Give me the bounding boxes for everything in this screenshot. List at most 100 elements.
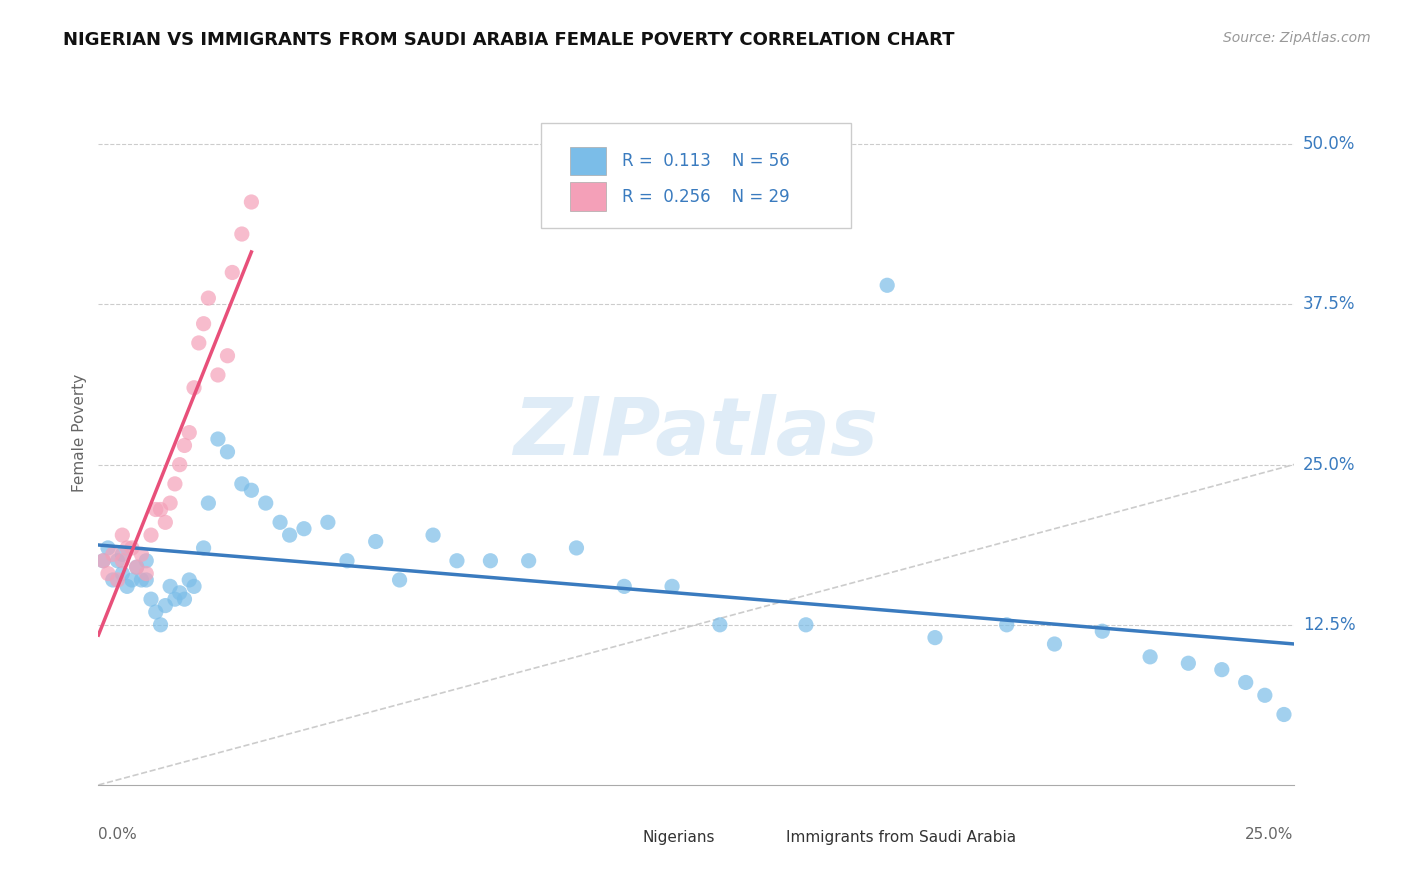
Point [183, 381, 205, 395]
Point [278, 528, 301, 542]
Point [149, 502, 172, 516]
Point [159, 496, 181, 510]
Point [121, 573, 143, 587]
Point [517, 554, 540, 568]
Point [479, 554, 502, 568]
Text: 25.0%: 25.0% [1303, 456, 1355, 474]
Point [179, 425, 201, 440]
Point [231, 227, 253, 241]
Text: R =  0.256    N = 29: R = 0.256 N = 29 [621, 187, 790, 205]
Text: 37.5%: 37.5% [1303, 295, 1355, 313]
Point [115, 579, 138, 593]
Point [179, 573, 201, 587]
Point [240, 483, 263, 498]
Text: 12.5%: 12.5% [1303, 615, 1355, 634]
Point [197, 291, 219, 305]
Point [876, 278, 898, 293]
Point [149, 617, 172, 632]
Y-axis label: Female Poverty: Female Poverty [72, 374, 87, 491]
Point [163, 592, 186, 607]
FancyBboxPatch shape [571, 183, 606, 211]
FancyBboxPatch shape [541, 122, 852, 228]
Point [107, 554, 129, 568]
Point [661, 579, 683, 593]
Point [1254, 688, 1277, 702]
Point [169, 586, 191, 600]
Text: Immigrants from Saudi Arabia: Immigrants from Saudi Arabia [786, 830, 1015, 846]
Point [183, 579, 205, 593]
Point [131, 573, 153, 587]
Point [111, 554, 134, 568]
Point [111, 528, 134, 542]
Point [111, 547, 134, 561]
Text: Source: ZipAtlas.com: Source: ZipAtlas.com [1223, 31, 1371, 45]
Point [101, 547, 124, 561]
Text: 0.0%: 0.0% [98, 827, 138, 842]
Point [794, 617, 817, 632]
Point [91, 554, 114, 568]
Point [135, 573, 157, 587]
Point [125, 560, 148, 574]
Point [169, 458, 191, 472]
Point [364, 534, 387, 549]
Point [207, 432, 229, 446]
Point [207, 368, 229, 382]
Point [1211, 663, 1233, 677]
Point [97, 566, 120, 581]
Point [193, 541, 215, 555]
Point [155, 599, 177, 613]
Text: 25.0%: 25.0% [1246, 827, 1294, 842]
Point [1139, 649, 1161, 664]
Point [316, 516, 339, 530]
Point [388, 573, 411, 587]
Point [115, 541, 138, 555]
Point [173, 592, 195, 607]
Point [111, 566, 134, 581]
Point [145, 605, 167, 619]
Point [139, 592, 162, 607]
Point [221, 265, 243, 279]
Point [155, 516, 177, 530]
Point [121, 541, 143, 555]
Point [135, 554, 157, 568]
Text: 50.0%: 50.0% [1303, 136, 1355, 153]
Point [135, 566, 157, 581]
Point [101, 573, 124, 587]
Point [91, 554, 114, 568]
Point [1091, 624, 1114, 639]
Text: ZIPatlas: ZIPatlas [513, 393, 879, 472]
Point [145, 502, 167, 516]
Point [336, 554, 359, 568]
Point [163, 476, 186, 491]
Point [269, 516, 291, 530]
Text: R =  0.113    N = 56: R = 0.113 N = 56 [621, 153, 790, 170]
Point [995, 617, 1018, 632]
Point [422, 528, 444, 542]
Point [1234, 675, 1257, 690]
Point [193, 317, 215, 331]
Point [613, 579, 636, 593]
Point [446, 554, 468, 568]
Point [217, 349, 239, 363]
Point [292, 522, 315, 536]
Point [125, 560, 148, 574]
Point [1272, 707, 1295, 722]
Point [139, 528, 162, 542]
Point [97, 541, 120, 555]
Point [565, 541, 588, 555]
FancyBboxPatch shape [571, 147, 606, 176]
Point [924, 631, 946, 645]
Point [709, 617, 731, 632]
Point [187, 335, 209, 350]
Point [173, 438, 195, 452]
Point [254, 496, 277, 510]
FancyBboxPatch shape [749, 827, 780, 848]
FancyBboxPatch shape [606, 827, 637, 848]
Point [131, 547, 153, 561]
Point [231, 476, 253, 491]
Point [107, 573, 129, 587]
Point [240, 194, 263, 209]
Text: Nigerians: Nigerians [643, 830, 714, 846]
Point [197, 496, 219, 510]
Point [1043, 637, 1066, 651]
